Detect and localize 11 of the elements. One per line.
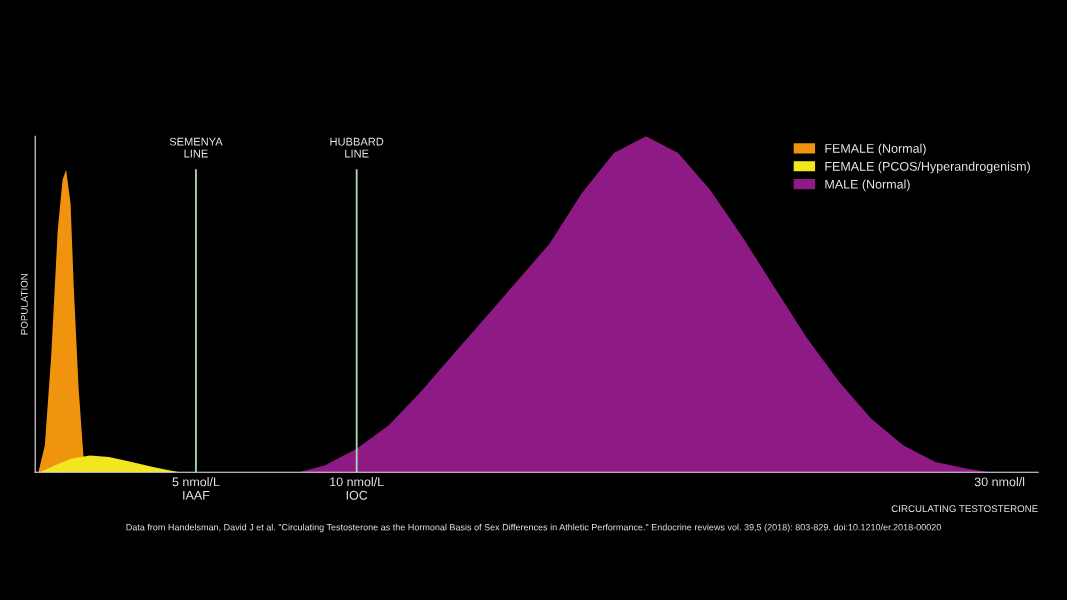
ref-line-label: SEMENYA LINE (169, 137, 223, 158)
x-tick-label: 5 nmol/L IAAF (172, 477, 220, 500)
text: Data from Handelsman, David J et al. "Circulating Testosterone as the Hormonal Basis of Sex Differences in Athletic Performance." Endocrine reviews vol. 39,5 (2018): 803-829. doi:10.1210/er.2018-00020 (126, 523, 941, 533)
legend-label: MALE (Normal) (825, 179, 910, 192)
x-tick-label: 10 nmol/L IOC (330, 477, 384, 500)
ref-line-label: HUBBARD LINE (330, 137, 384, 158)
legend-label: FEMALE (Normal) (825, 143, 926, 156)
x-axis-title: CIRCULATING TESTOSTERONE (891, 505, 1038, 513)
y-axis-title: POPULATION (20, 274, 28, 335)
x-tick-label: 30 nmol/l (974, 477, 1025, 487)
legend-label: FEMALE (PCOS/Hyperandrogenism) (825, 161, 1030, 174)
